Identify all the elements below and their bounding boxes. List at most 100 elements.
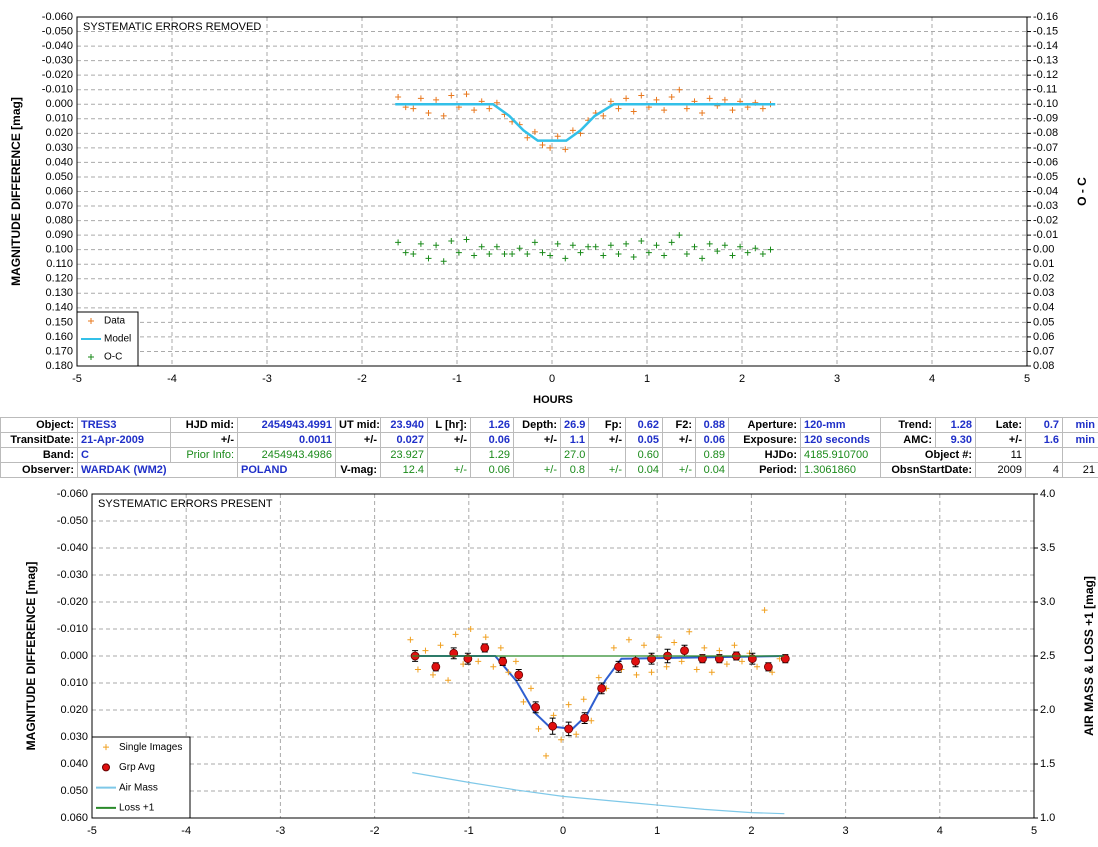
y-tick-label: 0.130: [45, 287, 73, 299]
data-point: [547, 144, 554, 151]
table-cell: Prior Info:: [170, 447, 238, 463]
data-point: [683, 105, 690, 112]
data-point: [676, 232, 683, 239]
data-point: [539, 141, 546, 148]
y-tick-label: 0.160: [45, 331, 73, 343]
table-row: TransitDate: 21-Apr-2009 +/- 0.0011 +/- 0.027…: [0, 432, 1098, 448]
table-cell: +/-: [335, 432, 381, 448]
table-cell: Depth:: [513, 417, 561, 433]
table-cell: +/-: [427, 432, 471, 448]
data-point: [547, 252, 554, 259]
data-point: [683, 251, 690, 258]
table-cell: 2009: [975, 462, 1026, 478]
y2-tick-label: -0.03: [1033, 200, 1058, 212]
y-tick-label: 0.140: [45, 302, 73, 314]
table-cell: TransitDate:: [0, 432, 78, 448]
y2-tick-label: 0.04: [1033, 302, 1054, 314]
data-point: [425, 109, 432, 116]
x-tick-label: 2: [739, 373, 745, 385]
y-tick-label: 0.030: [60, 731, 88, 743]
y-tick-label: 0.020: [60, 704, 88, 716]
data-point: [721, 242, 728, 249]
data-point: [520, 698, 527, 705]
table-cell: WARDAK (WM2): [77, 462, 238, 478]
data-point: [738, 658, 745, 665]
legend-label: Grp Avg: [119, 762, 155, 773]
data-point: [531, 128, 538, 135]
x-tick-label: -4: [181, 825, 191, 837]
y2-tick-label: 0.00: [1033, 244, 1054, 256]
y-tick-label: -0.010: [57, 623, 88, 635]
y-tick-label: -0.030: [42, 55, 73, 67]
legend-swatch: [88, 318, 94, 324]
legend-label: Loss +1: [119, 803, 155, 814]
data-point: [668, 239, 675, 246]
x-tick-label: -1: [452, 373, 462, 385]
data-point: [395, 93, 402, 100]
data-point: [554, 240, 561, 247]
y-tick-label: 0.070: [45, 200, 73, 212]
y2-tick-label: -0.06: [1033, 156, 1058, 168]
group-average: [780, 654, 790, 664]
group-average: [614, 662, 623, 672]
legend-label: Air Mass: [119, 782, 158, 793]
y2-tick-label: -0.14: [1033, 40, 1058, 52]
table-cell: Period:: [728, 462, 801, 478]
y-tick-label: 0.050: [45, 171, 73, 183]
data-point: [535, 725, 542, 732]
table-cell: 0.89: [695, 447, 729, 463]
x-tick-label: -3: [276, 825, 286, 837]
y2-tick-label: 0.05: [1033, 316, 1054, 328]
table-cell: 27.0: [560, 447, 589, 463]
data-point: [623, 95, 630, 102]
table-row: Band: C Prior Info: 2454943.4986 23.927 1.29 2…: [0, 447, 1098, 463]
data-point: [430, 671, 437, 678]
group-average: [680, 646, 689, 655]
table-cell: TRES3: [77, 417, 171, 433]
y-tick-label: 0.030: [45, 142, 73, 154]
data-point: [769, 669, 776, 676]
y2-tick-label: -0.08: [1033, 127, 1058, 139]
y-tick-label: 0.180: [45, 360, 73, 372]
y-tick-label: 0.110: [46, 258, 73, 270]
data-point: [448, 237, 455, 244]
x-tick-label: -5: [87, 825, 97, 837]
table-cell: 2454943.4991: [237, 417, 336, 433]
legend-swatch: [88, 354, 94, 360]
y-tick-label: 0.040: [60, 758, 88, 770]
table-cell: 0.05: [625, 432, 663, 448]
table-cell: Object:: [0, 417, 78, 433]
data-point: [493, 99, 500, 106]
y2-tick-label: 0.01: [1033, 258, 1054, 270]
data-point: [407, 636, 414, 643]
data-point: [754, 663, 761, 670]
y-tick-label: 0.150: [45, 316, 73, 328]
data-point: [486, 251, 493, 258]
y2-tick-label: 2.5: [1040, 650, 1055, 662]
table-cell: 4185.910700: [800, 447, 881, 463]
group-average: [449, 648, 459, 658]
data-point: [600, 112, 607, 119]
y2-tick-label: 1.5: [1040, 758, 1055, 770]
y2-tick-label: -0.04: [1033, 185, 1058, 197]
x-tick-label: 5: [1031, 825, 1037, 837]
data-point: [767, 246, 774, 253]
y2-tick-label: 4.0: [1040, 488, 1055, 500]
table-cell: [1025, 447, 1063, 463]
y2-tick-label: -0.01: [1033, 229, 1058, 241]
table-cell: +/-: [588, 462, 626, 478]
data-point: [661, 107, 668, 114]
data-point: [463, 236, 470, 243]
data-point: [653, 242, 660, 249]
data-point: [638, 237, 645, 244]
table-cell: [1062, 447, 1098, 463]
data-point: [467, 626, 474, 632]
data-point: [516, 245, 523, 252]
x-tick-label: 3: [843, 825, 849, 837]
table-cell: 0.04: [625, 462, 663, 478]
y-tick-label: 0.000: [60, 650, 88, 662]
data-point: [565, 701, 572, 708]
y2-tick-label: -0.09: [1033, 113, 1058, 125]
y2-tick-label: -0.02: [1033, 214, 1058, 226]
table-cell: +/-: [513, 432, 561, 448]
